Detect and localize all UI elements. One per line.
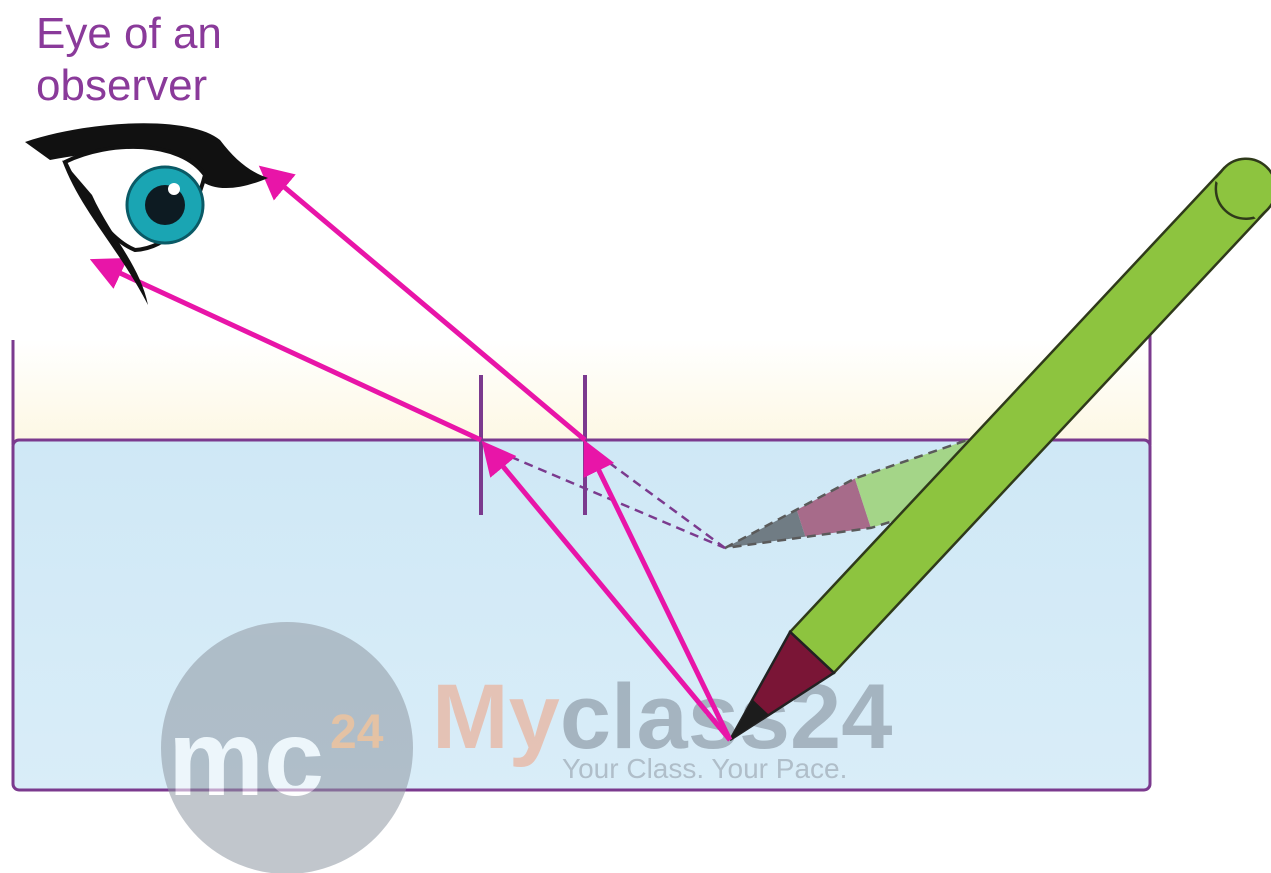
eye-label: Eye of an bbox=[36, 9, 222, 58]
watermark-brand-my: My bbox=[432, 666, 560, 768]
eye-label: observer bbox=[36, 61, 207, 110]
watermark-logo: mc bbox=[168, 697, 324, 818]
diagram: mc 24 Myclass24 Your Class. Your Pace. bbox=[0, 0, 1271, 873]
watermark-tagline: Your Class. Your Pace. bbox=[562, 753, 847, 784]
air bbox=[13, 340, 1150, 440]
watermark-superscript: 24 bbox=[330, 706, 384, 759]
eye bbox=[25, 123, 268, 305]
